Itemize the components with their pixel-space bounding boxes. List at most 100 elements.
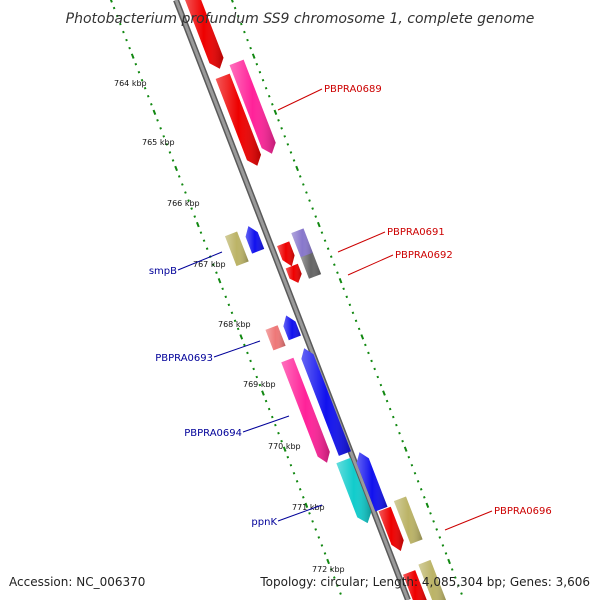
scale-tick	[230, 311, 234, 315]
scale-tick	[243, 30, 246, 34]
scale-tick	[305, 191, 308, 194]
scale-tick	[338, 278, 343, 284]
genome-summary-text: Topology: circular; Length: 4,085,304 bp…	[259, 575, 590, 589]
gene-PBPRA0696-shading	[393, 496, 423, 544]
scale-tick	[460, 592, 463, 595]
scale-tick	[267, 94, 271, 98]
scale-tick	[255, 375, 259, 379]
scale-tick	[261, 390, 265, 396]
scale-tick	[249, 359, 252, 363]
scale-tick	[292, 159, 296, 162]
scale-tracks	[109, 0, 463, 595]
scale-tick	[280, 127, 283, 130]
scale-tick	[333, 576, 336, 579]
scale-tick	[403, 446, 408, 452]
scale-tick	[295, 165, 299, 172]
scale-tick	[233, 319, 237, 323]
scale-tick	[264, 86, 268, 90]
scale-tick	[156, 119, 159, 122]
scale-tick	[277, 431, 280, 435]
scale-tick	[271, 102, 274, 106]
scale-tick	[187, 199, 190, 202]
gene-PBPRA0689-shading	[229, 59, 276, 154]
gene-red-6	[403, 570, 427, 600]
scale-tick	[308, 199, 311, 202]
scale-tick	[419, 488, 423, 491]
scale-tick	[320, 544, 324, 547]
leader-PBPRA0689	[277, 88, 323, 111]
scale-tick	[336, 584, 339, 587]
leader-PBPRA0694	[242, 415, 290, 433]
label-PBPRA0692: PBPRA0692	[395, 250, 453, 261]
scale-tick	[243, 343, 246, 347]
gene-PBPRA0689	[229, 59, 276, 154]
scale-tick	[311, 207, 314, 210]
scale-tick	[137, 70, 141, 74]
scale-tick	[308, 512, 311, 515]
scale-tick	[112, 6, 116, 10]
scale-tick	[317, 536, 321, 539]
scale-tick	[282, 446, 287, 452]
scale-tick	[339, 592, 342, 595]
gene-PBPRA0693	[265, 325, 286, 351]
scale-tick	[401, 439, 404, 443]
gene-ppnK	[336, 457, 372, 524]
scale-tick	[143, 86, 147, 90]
scale-tick	[311, 520, 314, 523]
gene-smpB	[225, 231, 249, 267]
scale-tick	[199, 231, 203, 234]
gene-blue-4	[356, 452, 388, 512]
gene-PBPRA0691	[291, 228, 314, 259]
leader-PBPRA0692	[347, 254, 394, 276]
scale-tick	[236, 14, 240, 18]
scale-tick	[240, 22, 243, 26]
gene-label-leaders	[177, 88, 493, 531]
scale-tick	[168, 151, 172, 154]
scale-tick	[125, 38, 128, 42]
scale-tick	[423, 496, 426, 499]
scale-tick	[385, 399, 389, 403]
scale-tick	[329, 568, 333, 571]
scale-tick	[264, 399, 268, 403]
scale-tick	[270, 415, 274, 419]
scale-tick	[304, 502, 309, 509]
scale-tick	[407, 455, 411, 459]
scale-tick	[205, 247, 209, 250]
gene-features	[185, 0, 447, 600]
scale-tick	[367, 351, 370, 355]
gene-blue-2-shading	[283, 315, 301, 341]
scale-tick	[364, 343, 367, 347]
scale-tick	[302, 496, 305, 499]
scale-tick	[391, 415, 395, 419]
scale-tick	[202, 239, 206, 242]
scale-tick	[292, 471, 296, 475]
label-smpB: smpB	[149, 266, 177, 277]
scale-tick	[329, 255, 333, 258]
label-PBPRA0696: PBPRA0696	[494, 506, 552, 517]
scale-tick	[342, 287, 345, 291]
gene-PBPRA0692	[300, 252, 322, 279]
scale-tick	[227, 303, 231, 307]
scale-tick	[115, 14, 119, 18]
gene-blue-3	[301, 348, 351, 456]
scale-tick	[280, 439, 283, 443]
label-PBPRA0691: PBPRA0691	[387, 227, 445, 238]
label-ppnK: ppnK	[251, 517, 277, 528]
scale-tick	[373, 367, 376, 371]
scale-tick	[286, 143, 290, 146]
scale-tick	[382, 390, 386, 396]
gene-smpB-shading	[225, 231, 249, 267]
gene-red-5-shading	[378, 506, 404, 551]
scale-tick	[267, 407, 271, 411]
scale-tick	[336, 271, 339, 275]
gene-ppnK-shading	[336, 457, 372, 524]
leader-smpB	[177, 251, 223, 271]
scale-tick	[320, 231, 324, 234]
scale-tick	[379, 383, 383, 387]
scale-tick	[171, 159, 175, 162]
scale-tick	[370, 359, 373, 363]
scale-tick	[413, 471, 417, 475]
scale-tick	[314, 528, 317, 531]
scale-tick	[345, 295, 349, 299]
